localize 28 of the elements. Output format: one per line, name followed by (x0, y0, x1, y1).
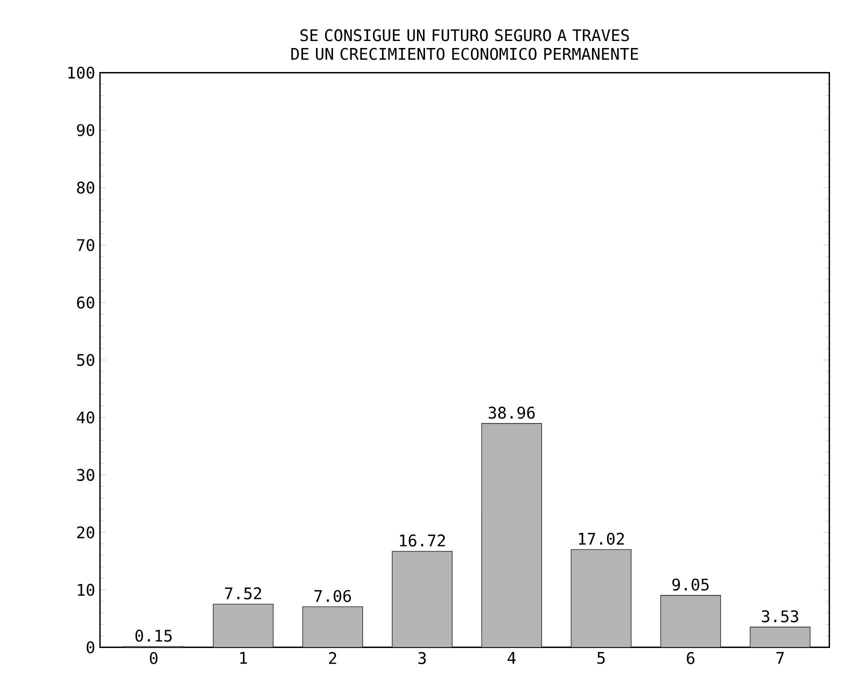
y-tick-label: 50 (77, 354, 94, 366)
y-tick-label: 70 (77, 239, 94, 252)
y-tick-label: 10 (78, 584, 94, 596)
data-label: 16.72 (400, 534, 445, 547)
y-tick-label: 80 (77, 182, 94, 194)
y-tick-label: 20 (77, 526, 94, 538)
y-tick-label: 100 (68, 66, 94, 79)
x-tick-label: 0 (150, 652, 158, 664)
data-label: 17.02 (578, 532, 624, 545)
y-tick-label: 0 (86, 641, 94, 654)
data-label: 7.06 (314, 590, 351, 602)
y-tick-label: 40 (76, 411, 94, 424)
x-tick-label: 3 (418, 652, 426, 664)
data-label: 3.53 (762, 610, 798, 622)
y-tick-label: 30 (77, 468, 94, 481)
x-tick-label: 6 (686, 652, 694, 664)
data-label: 38.96 (488, 406, 535, 419)
data-label: 7.52 (225, 587, 262, 600)
chart-title: SE CONSIGUE UN FUTURO SEGURO A TRAVES DE UN CRECIMIENTO ECONOMICO PERMANENTE (291, 29, 638, 60)
y-tick-label: 90 (77, 124, 94, 136)
x-tick-label: 1 (240, 652, 247, 664)
x-tick-label: 7 (776, 652, 784, 664)
y-tick-label: 60 (77, 296, 94, 309)
data-label: 9.05 (672, 578, 709, 591)
x-tick-label: 2 (329, 652, 336, 664)
x-tick-label: 5 (597, 652, 605, 664)
data-label: 0.15 (135, 630, 172, 642)
x-tick-label: 4 (508, 652, 516, 664)
